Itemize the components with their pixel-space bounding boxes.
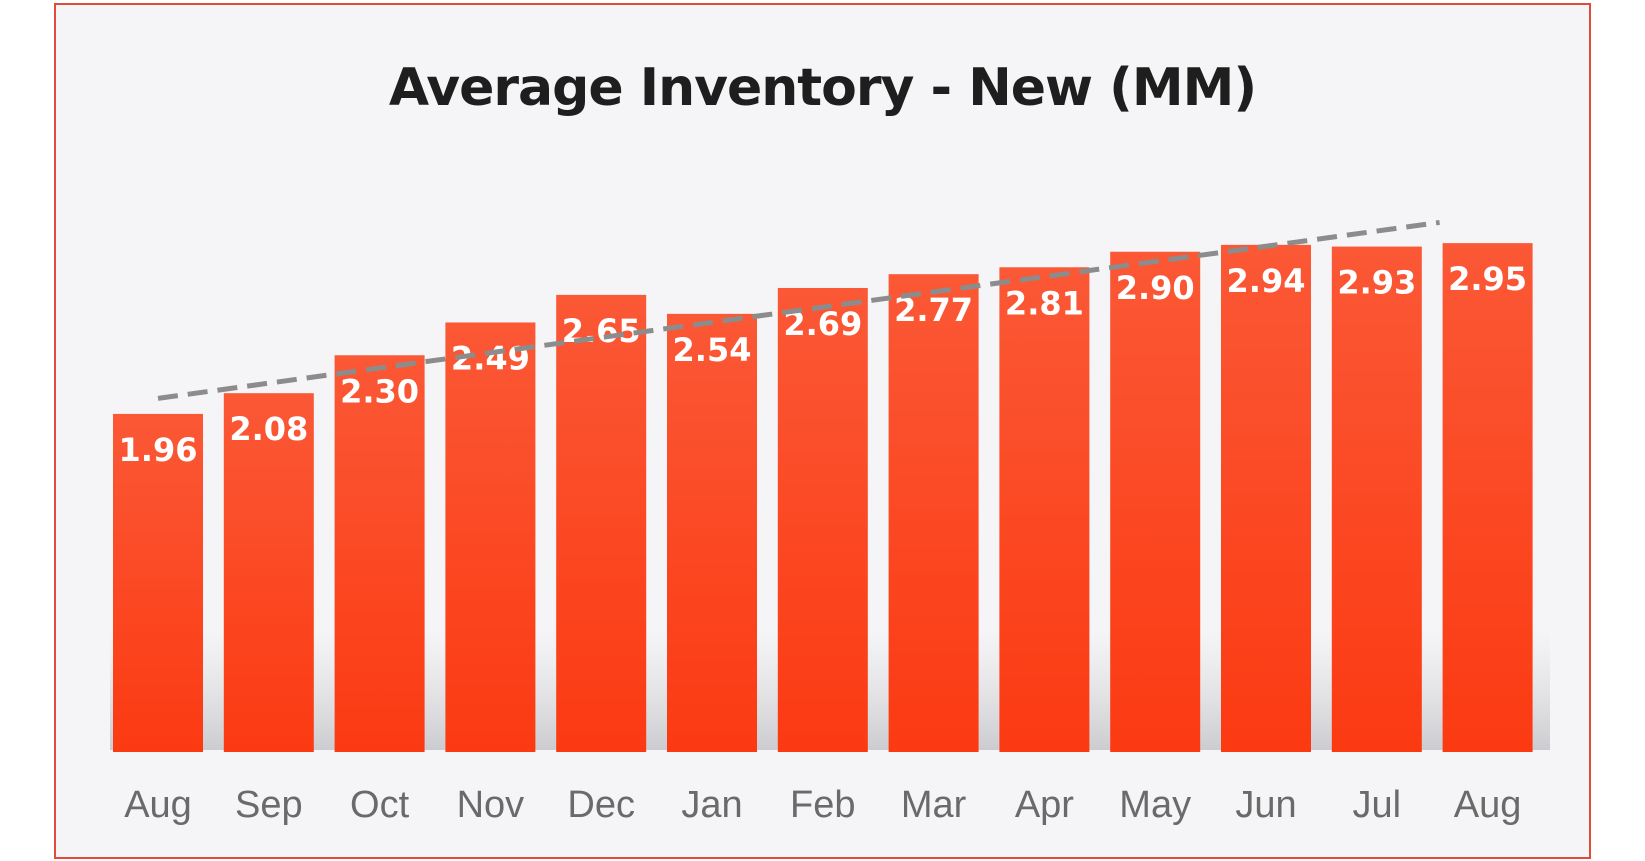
x-tick-label: Jul: [1353, 784, 1402, 826]
bar-value-label: 2.90: [1116, 269, 1195, 307]
bar-12: [1442, 243, 1533, 752]
bar-value-label: 2.65: [562, 312, 641, 350]
bar-6: [777, 287, 868, 752]
bar-value-label: 2.30: [340, 372, 419, 410]
x-tick-label: May: [1119, 784, 1191, 826]
bar-value-label: 2.54: [673, 331, 752, 369]
x-tick-labels-group: Aug Sep Oct Nov Dec Jan Feb Mar Apr May Jun Jul Aug: [124, 784, 1521, 826]
bar-1: [223, 393, 314, 752]
bars-group: [113, 243, 1533, 752]
bar-4: [556, 294, 647, 752]
bar-value-label: 2.95: [1448, 260, 1527, 298]
x-tick-label: Feb: [790, 784, 855, 826]
x-tick-label: Jan: [681, 784, 742, 826]
x-tick-label: Oct: [350, 784, 410, 826]
x-tick-label: Aug: [1454, 784, 1522, 826]
x-tick-label: Mar: [901, 784, 967, 826]
bar-value-label: 2.93: [1337, 264, 1416, 302]
x-tick-label: Aug: [124, 784, 192, 826]
bar-value-label: 2.94: [1227, 262, 1306, 300]
bar-11: [1331, 246, 1422, 752]
trend-line: [157, 219, 1440, 401]
x-tick-label: Apr: [1015, 784, 1074, 826]
bar-value-label: 2.08: [229, 410, 308, 448]
x-tick-label: Dec: [567, 784, 635, 826]
bar-value-label: 2.81: [1005, 284, 1084, 322]
value-labels-group: 1.962.082.302.492.65 2.542.69 2.77 2.81 2.90…: [119, 260, 1528, 469]
x-tick-label: Nov: [457, 784, 525, 826]
x-tick-label: Jun: [1235, 784, 1296, 826]
bar-value-label: 1.96: [119, 431, 198, 469]
bar-0: [113, 413, 203, 752]
bar-10: [1221, 244, 1311, 752]
bar-7: [888, 274, 979, 752]
bar-8: [999, 267, 1090, 752]
chart-title: Average Inventory - New (MM): [388, 58, 1257, 118]
bar-2: [334, 355, 425, 752]
bar-5: [667, 313, 757, 752]
bar-3: [445, 322, 536, 752]
x-tick-label: Sep: [235, 784, 303, 826]
bar-9: [1110, 251, 1201, 752]
